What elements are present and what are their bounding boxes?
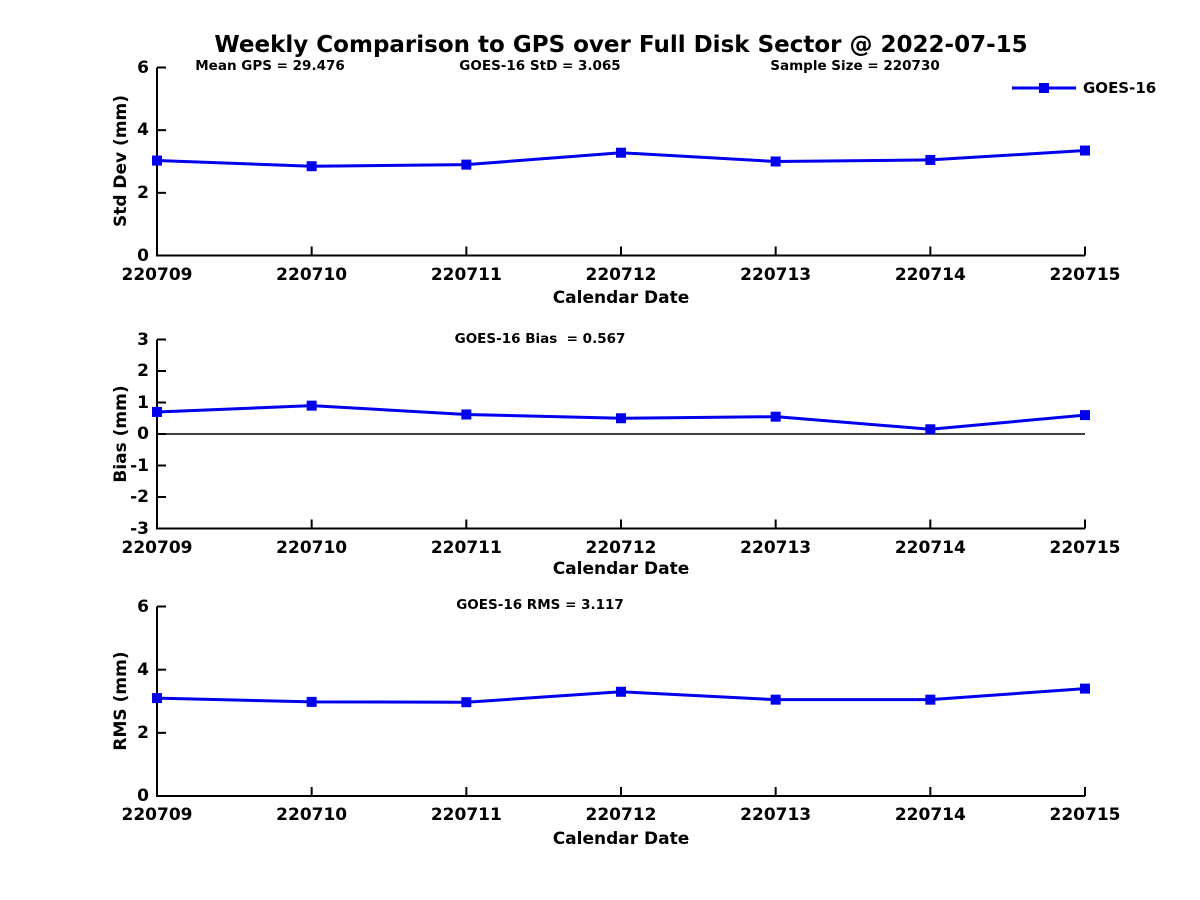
annotation-goes16-rms: GOES-16 RMS = 3.117 (456, 597, 624, 613)
data-point-marker (770, 156, 781, 167)
x-tick-label: 220710 (276, 805, 348, 825)
y-tick-label: 2 (137, 182, 149, 203)
x-tick-label: 220711 (430, 264, 502, 285)
y-tick-label: 1 (137, 392, 149, 413)
data-point-marker (770, 411, 781, 422)
data-point-marker (616, 413, 626, 424)
y-tick-label: 0 (137, 786, 149, 806)
data-point-marker (616, 686, 626, 697)
x-tick-label: 220715 (1049, 805, 1121, 825)
x-tick-label: 220709 (121, 537, 193, 558)
axis-frame (156, 67, 1085, 257)
x-tick-label: 220712 (585, 805, 657, 825)
x-tick-label: 220712 (585, 537, 657, 558)
y-tick-label: 4 (137, 659, 149, 680)
y-tick-label: 2 (137, 722, 149, 743)
legend-series-label: GOES-16 (1083, 79, 1157, 97)
x-tick-label: 220709 (121, 805, 193, 825)
data-point-marker (1080, 683, 1090, 694)
data-point-marker (925, 424, 936, 435)
data-point-marker (461, 159, 472, 170)
x-tick-label: 220714 (894, 264, 966, 285)
y-tick-label: 6 (137, 57, 149, 78)
y-tick-label: 0 (137, 245, 149, 266)
x-axis-label-calendar-date-3: Calendar Date (552, 829, 690, 849)
y-tick-label: 6 (137, 596, 149, 617)
x-tick-label: 220713 (740, 805, 812, 825)
data-point-marker (616, 147, 626, 158)
y-tick-label: -3 (130, 518, 149, 539)
y-tick-label: -1 (130, 455, 149, 476)
y-axis-label-std-dev: Std Dev (mm) (111, 94, 131, 228)
x-tick-label: 220711 (430, 805, 502, 825)
data-point-marker (306, 400, 317, 411)
data-point-marker (306, 696, 317, 707)
annotation-mean-gps: Mean GPS = 29.476 (195, 58, 345, 74)
x-tick-label: 220713 (740, 264, 812, 285)
x-tick-label: 220710 (276, 264, 348, 285)
y-tick-label: 2 (137, 361, 149, 381)
data-point-marker (461, 697, 472, 708)
data-point-marker (925, 154, 936, 165)
x-tick-label: 220712 (585, 264, 657, 285)
x-tick-label: 220713 (740, 537, 812, 558)
data-point-marker (461, 409, 472, 420)
data-point-marker (152, 693, 162, 704)
x-axis-label-calendar-date-1: Calendar Date (552, 288, 690, 308)
y-tick-label: 3 (137, 329, 149, 350)
x-tick-label: 220715 (1049, 537, 1121, 558)
data-point-marker (306, 161, 317, 172)
chart-title: Weekly Comparison to GPS over Full Disk … (214, 32, 1028, 58)
data-point-marker (1080, 145, 1090, 156)
legend-line-icon (1012, 83, 1076, 93)
x-tick-label: 220711 (430, 537, 502, 558)
annotation-sample-size: Sample Size = 220730 (770, 58, 940, 74)
y-tick-label: -2 (130, 487, 149, 507)
data-point-marker (770, 694, 781, 705)
annotation-goes16-bias: GOES-16 Bias = 0.567 (454, 331, 626, 347)
x-tick-label: 220714 (894, 537, 966, 558)
data-point-marker (152, 155, 162, 166)
x-tick-label: 220715 (1049, 264, 1121, 285)
data-point-marker (925, 694, 936, 705)
data-point-marker (1080, 410, 1090, 421)
data-point-marker (152, 406, 162, 417)
x-tick-label: 220709 (121, 264, 193, 285)
y-tick-label: 0 (137, 424, 149, 444)
x-axis-label-calendar-date-2: Calendar Date (552, 559, 690, 579)
legend: GOES-16 (1012, 79, 1157, 97)
x-tick-label: 220710 (276, 537, 348, 558)
y-tick-label: 4 (137, 120, 149, 141)
x-tick-label: 220714 (894, 805, 966, 825)
annotation-goes16-std: GOES-16 StD = 3.065 (459, 58, 621, 74)
